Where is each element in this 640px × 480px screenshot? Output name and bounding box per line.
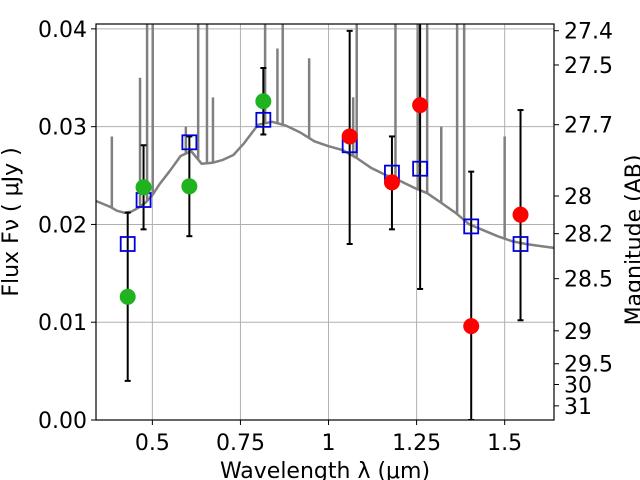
mag-tick-label: 28.2	[564, 223, 613, 248]
mag-tick-label: 30	[564, 373, 592, 398]
y-axis-label: Flux Fν ( μJy )	[0, 147, 24, 296]
x-tick-label: 1.5	[487, 431, 522, 456]
plot-area	[96, 24, 554, 420]
mag-tick-label: 29.5	[564, 353, 613, 378]
y-tick-label: 0.00	[38, 409, 87, 434]
model-photometry-square	[181, 134, 198, 151]
mag-tick-label: 27.4	[564, 20, 613, 45]
x-tick-label: 1.25	[392, 431, 441, 456]
observed-photometry-markers	[119, 93, 529, 335]
optical-point	[119, 288, 136, 305]
grid-lines	[96, 24, 554, 421]
right-axis-label: Magnitude (AB)	[622, 155, 640, 326]
model-photometry-square	[463, 218, 480, 235]
x-tick-label: 0.5	[135, 431, 170, 456]
model-photometry-square	[255, 111, 272, 128]
infrared-point	[412, 97, 429, 114]
infrared-point	[512, 206, 529, 223]
x-tick-label: 1	[322, 431, 336, 456]
mag-tick-label: 29	[564, 320, 592, 345]
plot-frame	[95, 23, 555, 421]
y-axis-ticks: 0.00 0.01 0.02 0.03 0.04	[38, 18, 96, 434]
y-tick-label: 0.01	[38, 311, 87, 336]
mag-tick-label: 28	[564, 185, 592, 210]
model-photometry-square	[412, 160, 429, 177]
optical-point	[181, 178, 198, 195]
model-photometry-markers	[119, 111, 529, 252]
mag-tick-label: 27.5	[564, 54, 613, 79]
emission-lines	[110, 24, 506, 239]
x-tick-label: 0.75	[216, 431, 265, 456]
y-tick-label: 0.04	[38, 18, 87, 43]
y-tick-label: 0.02	[38, 213, 87, 238]
model-photometry-square	[119, 236, 136, 252]
model-spectrum-line	[96, 120, 554, 250]
optical-point	[135, 179, 152, 196]
infrared-point	[463, 318, 480, 335]
infrared-point	[383, 174, 400, 191]
mag-tick-label: 31	[564, 395, 592, 420]
model-photometry-square	[512, 236, 529, 252]
mag-tick-label: 28.5	[564, 268, 613, 293]
x-axis-ticks: 0.5 0.75 1 1.25 1.5	[135, 420, 522, 456]
x-axis-label: Wavelength λ (μm)	[220, 459, 430, 480]
infrared-point	[341, 128, 358, 145]
optical-point	[255, 93, 272, 110]
mag-tick-label: 27.7	[564, 114, 613, 139]
y-tick-label: 0.03	[38, 116, 87, 141]
